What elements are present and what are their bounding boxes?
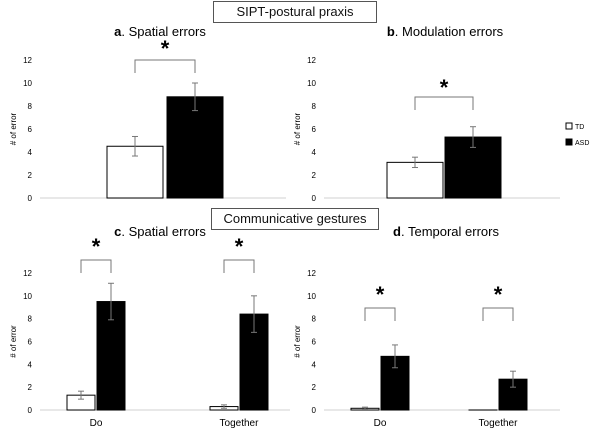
significance-star: * <box>376 282 385 307</box>
y-tick-label: 10 <box>23 79 32 88</box>
significance-star: * <box>494 282 503 307</box>
y-tick-label: 12 <box>307 56 316 65</box>
panel-letter: d <box>393 224 401 239</box>
significance-bracket <box>364 307 396 321</box>
legend-label-td: TD <box>575 124 584 131</box>
panel-title-text: . Spatial errors <box>121 224 206 239</box>
x-category-label: Together <box>220 418 260 429</box>
y-axis-label: # of error <box>293 112 302 145</box>
y-tick-label: 8 <box>28 102 33 111</box>
y-tick-label: 10 <box>307 292 316 301</box>
panel-title-d: d. Temporal errors <box>393 224 499 239</box>
y-tick-label: 4 <box>28 360 33 369</box>
panel-title-b: b. Modulation errors <box>387 24 504 39</box>
significance-bracket <box>482 307 514 321</box>
x-category-label: Together <box>479 418 519 429</box>
y-axis-label: # of error <box>293 325 302 358</box>
y-tick-label: 2 <box>312 383 317 392</box>
y-tick-label: 8 <box>312 102 317 111</box>
y-tick-label: 0 <box>312 406 317 415</box>
bar-asd-a-0 <box>166 96 224 199</box>
y-tick-label: 10 <box>307 79 316 88</box>
panel-letter: a <box>114 24 122 39</box>
y-tick-label: 0 <box>28 406 33 415</box>
legend-label-asd: ASD <box>575 140 589 147</box>
y-tick-label: 6 <box>312 125 317 134</box>
panel-letter: c <box>114 224 121 239</box>
x-category-label: Do <box>90 418 103 429</box>
panel-title-a: a. Spatial errors <box>114 24 206 39</box>
y-tick-label: 0 <box>312 194 317 203</box>
y-tick-label: 12 <box>23 269 32 278</box>
y-tick-label: 8 <box>312 315 317 324</box>
y-tick-label: 2 <box>312 171 317 180</box>
significance-bracket <box>134 59 196 73</box>
significance-star: * <box>235 234 244 259</box>
significance-bracket <box>223 259 255 273</box>
y-tick-label: 12 <box>23 56 32 65</box>
y-tick-label: 8 <box>28 315 33 324</box>
y-tick-label: 4 <box>312 148 317 157</box>
x-category-label: Do <box>374 418 387 429</box>
section-title-sipt: SIPT-postural praxis <box>213 1 377 23</box>
significance-star: * <box>161 36 170 61</box>
y-tick-label: 6 <box>28 338 33 347</box>
significance-star: * <box>92 234 101 259</box>
significance-bracket <box>414 96 474 110</box>
section-title-communicative: Communicative gestures <box>211 208 379 230</box>
y-axis-label: # of error <box>9 325 18 358</box>
y-tick-label: 6 <box>312 338 317 347</box>
y-tick-label: 6 <box>28 125 33 134</box>
y-tick-label: 0 <box>28 194 33 203</box>
y-tick-label: 4 <box>312 360 317 369</box>
significance-star: * <box>440 75 449 100</box>
y-tick-label: 2 <box>28 171 33 180</box>
bar-td-b-0 <box>386 161 444 199</box>
panel-title-c: c. Spatial errors <box>114 224 206 239</box>
panel-letter: b <box>387 24 395 39</box>
y-tick-label: 10 <box>23 292 32 301</box>
panel-title-text: . Temporal errors <box>401 224 500 239</box>
legend-swatch-td <box>565 122 573 130</box>
y-tick-label: 4 <box>28 148 33 157</box>
y-tick-label: 2 <box>28 383 33 392</box>
panel-title-text: . Spatial errors <box>121 24 206 39</box>
y-tick-label: 12 <box>307 269 316 278</box>
y-axis-label: # of error <box>9 112 18 145</box>
significance-bracket <box>80 259 112 273</box>
panel-title-text: . Modulation errors <box>395 24 504 39</box>
legend-swatch-asd <box>565 138 573 146</box>
